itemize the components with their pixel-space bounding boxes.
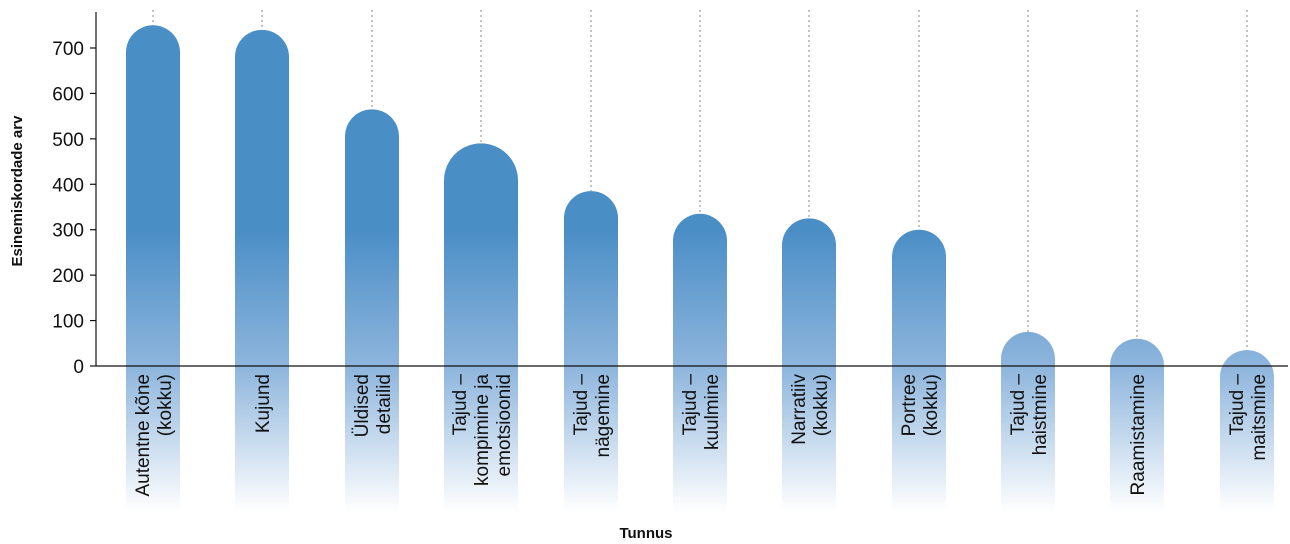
category-label: Kujund [253,374,274,433]
category-label: Üldised detailid [352,374,395,437]
bar [564,191,618,513]
y-tick-label: 100 [52,312,84,333]
category-label-line: Autentne kõne [133,374,154,497]
bar [782,218,836,513]
bar [1001,331,1055,512]
bar [1110,338,1164,512]
category-label-line: Kujund [253,374,274,433]
category-label-line: emotsioonid [494,374,515,476]
category-label-line: Narratiiv [789,374,810,445]
y-tick-label: 300 [52,221,84,242]
axes [95,12,1288,367]
bar [444,143,518,513]
bar [345,109,399,512]
category-label-line: maitsmine [1249,374,1270,461]
bar [126,25,180,513]
category-label: Tajud – kuulmine [680,374,723,450]
category-label-line: detailid [374,374,395,434]
category-label-line: nägemine [593,374,614,457]
category-label-line: Tajud – [571,374,592,436]
bars [126,25,1274,513]
y-tick-label: 200 [52,266,84,287]
bar [235,29,289,513]
y-tick-label: 400 [52,175,84,196]
category-label-line: Tajud – [1008,374,1029,436]
category-labels: Autentne kõne (kokku) Kujund Üldised detaili… [133,374,1270,497]
y-tick-label: 600 [52,84,84,105]
category-label-line: (kokku) [811,374,832,436]
category-label-line: (kokku) [155,374,176,436]
category-label-line: kompimine ja [472,374,493,486]
category-label-line: (kokku) [921,374,942,436]
category-label: Tajud – maitsmine [1227,374,1270,461]
category-label: Autentne kõne (kokku) [133,374,176,497]
y-tick-label: 500 [52,130,84,151]
category-label: Tajud – kompimine ja emotsioonid [450,374,515,486]
bar [892,229,946,512]
category-label-line: Raamistamine [1128,374,1149,495]
bar [673,213,727,512]
y-tick-label: 0 [73,357,84,378]
category-label-line: Portree [899,374,920,436]
category-label: Narratiiv (kokku) [789,374,832,445]
category-label: Tajud – nägemine [571,374,614,458]
category-label-line: Tajud – [450,374,471,436]
category-label-line: Üldised [352,374,373,437]
y-axis-title: Esinemiskordade arv [9,115,26,267]
category-label: Raamistamine [1128,374,1149,495]
bar [1220,350,1274,512]
y-ticks: 0 100 200 300 400 500 600 700 [52,39,96,378]
category-label: Portree (kokku) [899,374,942,436]
category-label-line: Tajud – [1227,374,1248,436]
y-tick-label: 700 [52,39,84,60]
x-axis-title: Tunnus [619,525,672,542]
category-label-line: haistmine [1030,374,1051,455]
category-label-line: Tajud – [680,374,701,436]
category-label: Tajud – haistmine [1008,374,1051,456]
category-label-line: kuulmine [702,374,723,450]
